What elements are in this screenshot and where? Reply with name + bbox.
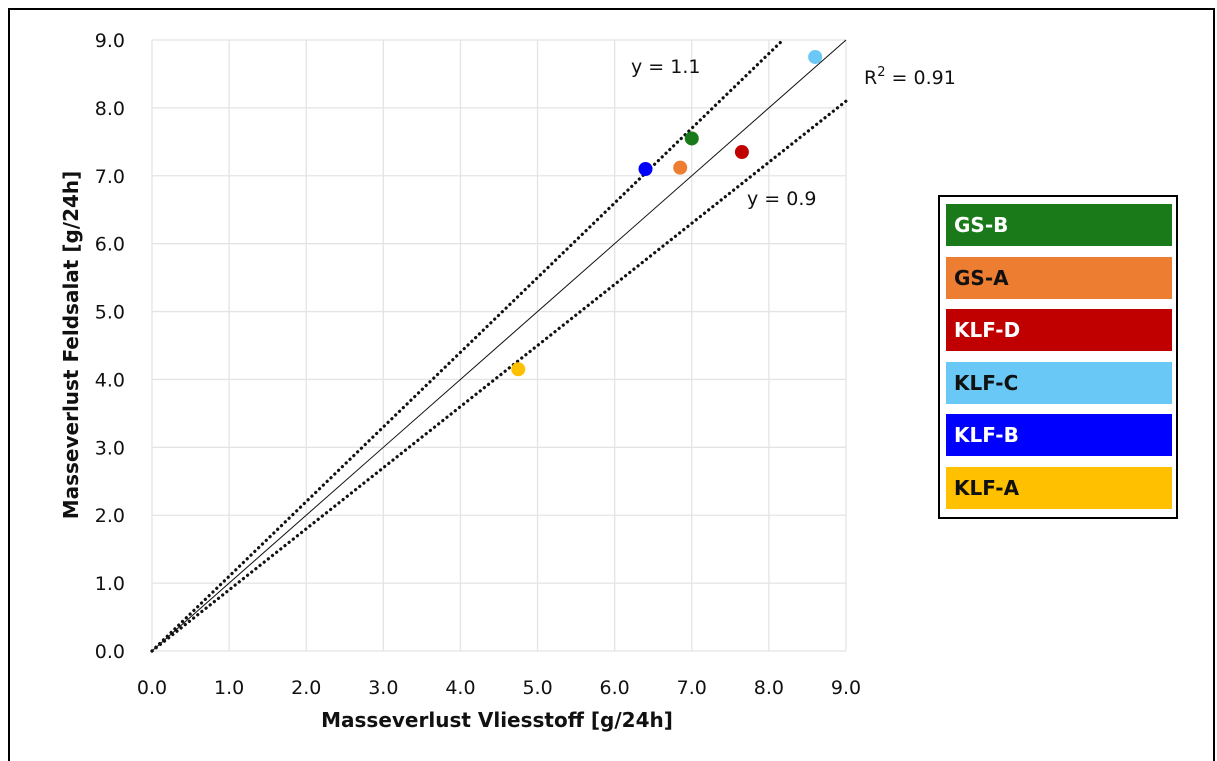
x-tick-label: 8.0: [754, 677, 784, 699]
data-points: [511, 49, 823, 377]
x-tick-label: 3.0: [368, 677, 398, 699]
y-tick-label: 2.0: [95, 505, 125, 527]
y-tick-label: 8.0: [95, 98, 125, 120]
y-tick-label: 1.0: [95, 573, 125, 595]
x-tick-label: 1.0: [214, 677, 244, 699]
trend-line: [151, 39, 847, 652]
x-tick-label: 2.0: [291, 677, 321, 699]
point-klf-b: [638, 161, 653, 176]
point-gs-a: [673, 160, 688, 175]
point-klf-c: [808, 49, 823, 64]
y-tick-label: 3.0: [95, 437, 125, 459]
legend-item-gs-a: GS-A: [946, 256, 1172, 299]
x-axis-title: Masseverlust Vliesstoff [g/24h]: [321, 708, 673, 732]
point-gs-b: [684, 131, 699, 146]
y-tick-label: 6.0: [95, 234, 125, 256]
point-klf-a: [511, 362, 526, 377]
y-tick-label: 5.0: [95, 302, 125, 324]
x-tick-labels: 0.0 1.0 2.0 3.0 4.0 5.0 6.0 7.0 8.0 9.0: [137, 677, 861, 699]
lower-bound-line: [150, 99, 848, 653]
x-tick-label: 9.0: [831, 677, 861, 699]
reference-lines: [150, 38, 848, 653]
x-tick-label: 4.0: [445, 677, 475, 699]
legend-item-klf-a: KLF-A: [946, 466, 1172, 509]
y-tick-labels: 0.0 1.0 2.0 3.0 4.0 5.0 6.0 7.0 8.0 9.0: [95, 30, 125, 663]
y-tick-label: 7.0: [95, 166, 125, 188]
x-tick-label: 6.0: [600, 677, 630, 699]
y-tick-label: 4.0: [95, 369, 125, 391]
x-tick-label: 7.0: [677, 677, 707, 699]
point-klf-d: [734, 145, 749, 160]
y-tick-label: 0.0: [95, 641, 125, 663]
x-tick-label: 5.0: [522, 677, 552, 699]
legend-item-gs-b: GS-B: [946, 204, 1172, 246]
legend-item-klf-d: KLF-D: [946, 309, 1172, 351]
y-tick-label: 9.0: [95, 30, 125, 52]
lower-line-label: y = 0.9: [747, 188, 816, 210]
grid: [151, 39, 847, 652]
upper-line-label: y = 1.1: [631, 56, 700, 78]
chart-frame: [8, 8, 1215, 761]
y-axis-title: Masseverlust Feldsalat [g/24h]: [59, 171, 83, 520]
x-tick-label: 0.0: [137, 677, 167, 699]
legend: GS-B GS-A KLF-D KLF-C KLF-B KLF-A: [938, 195, 1178, 519]
legend-item-klf-c: KLF-C: [946, 361, 1172, 404]
r2-label: R2 = 0.91: [864, 65, 956, 89]
upper-bound-line: [150, 38, 785, 653]
legend-item-klf-b: KLF-B: [946, 414, 1172, 456]
